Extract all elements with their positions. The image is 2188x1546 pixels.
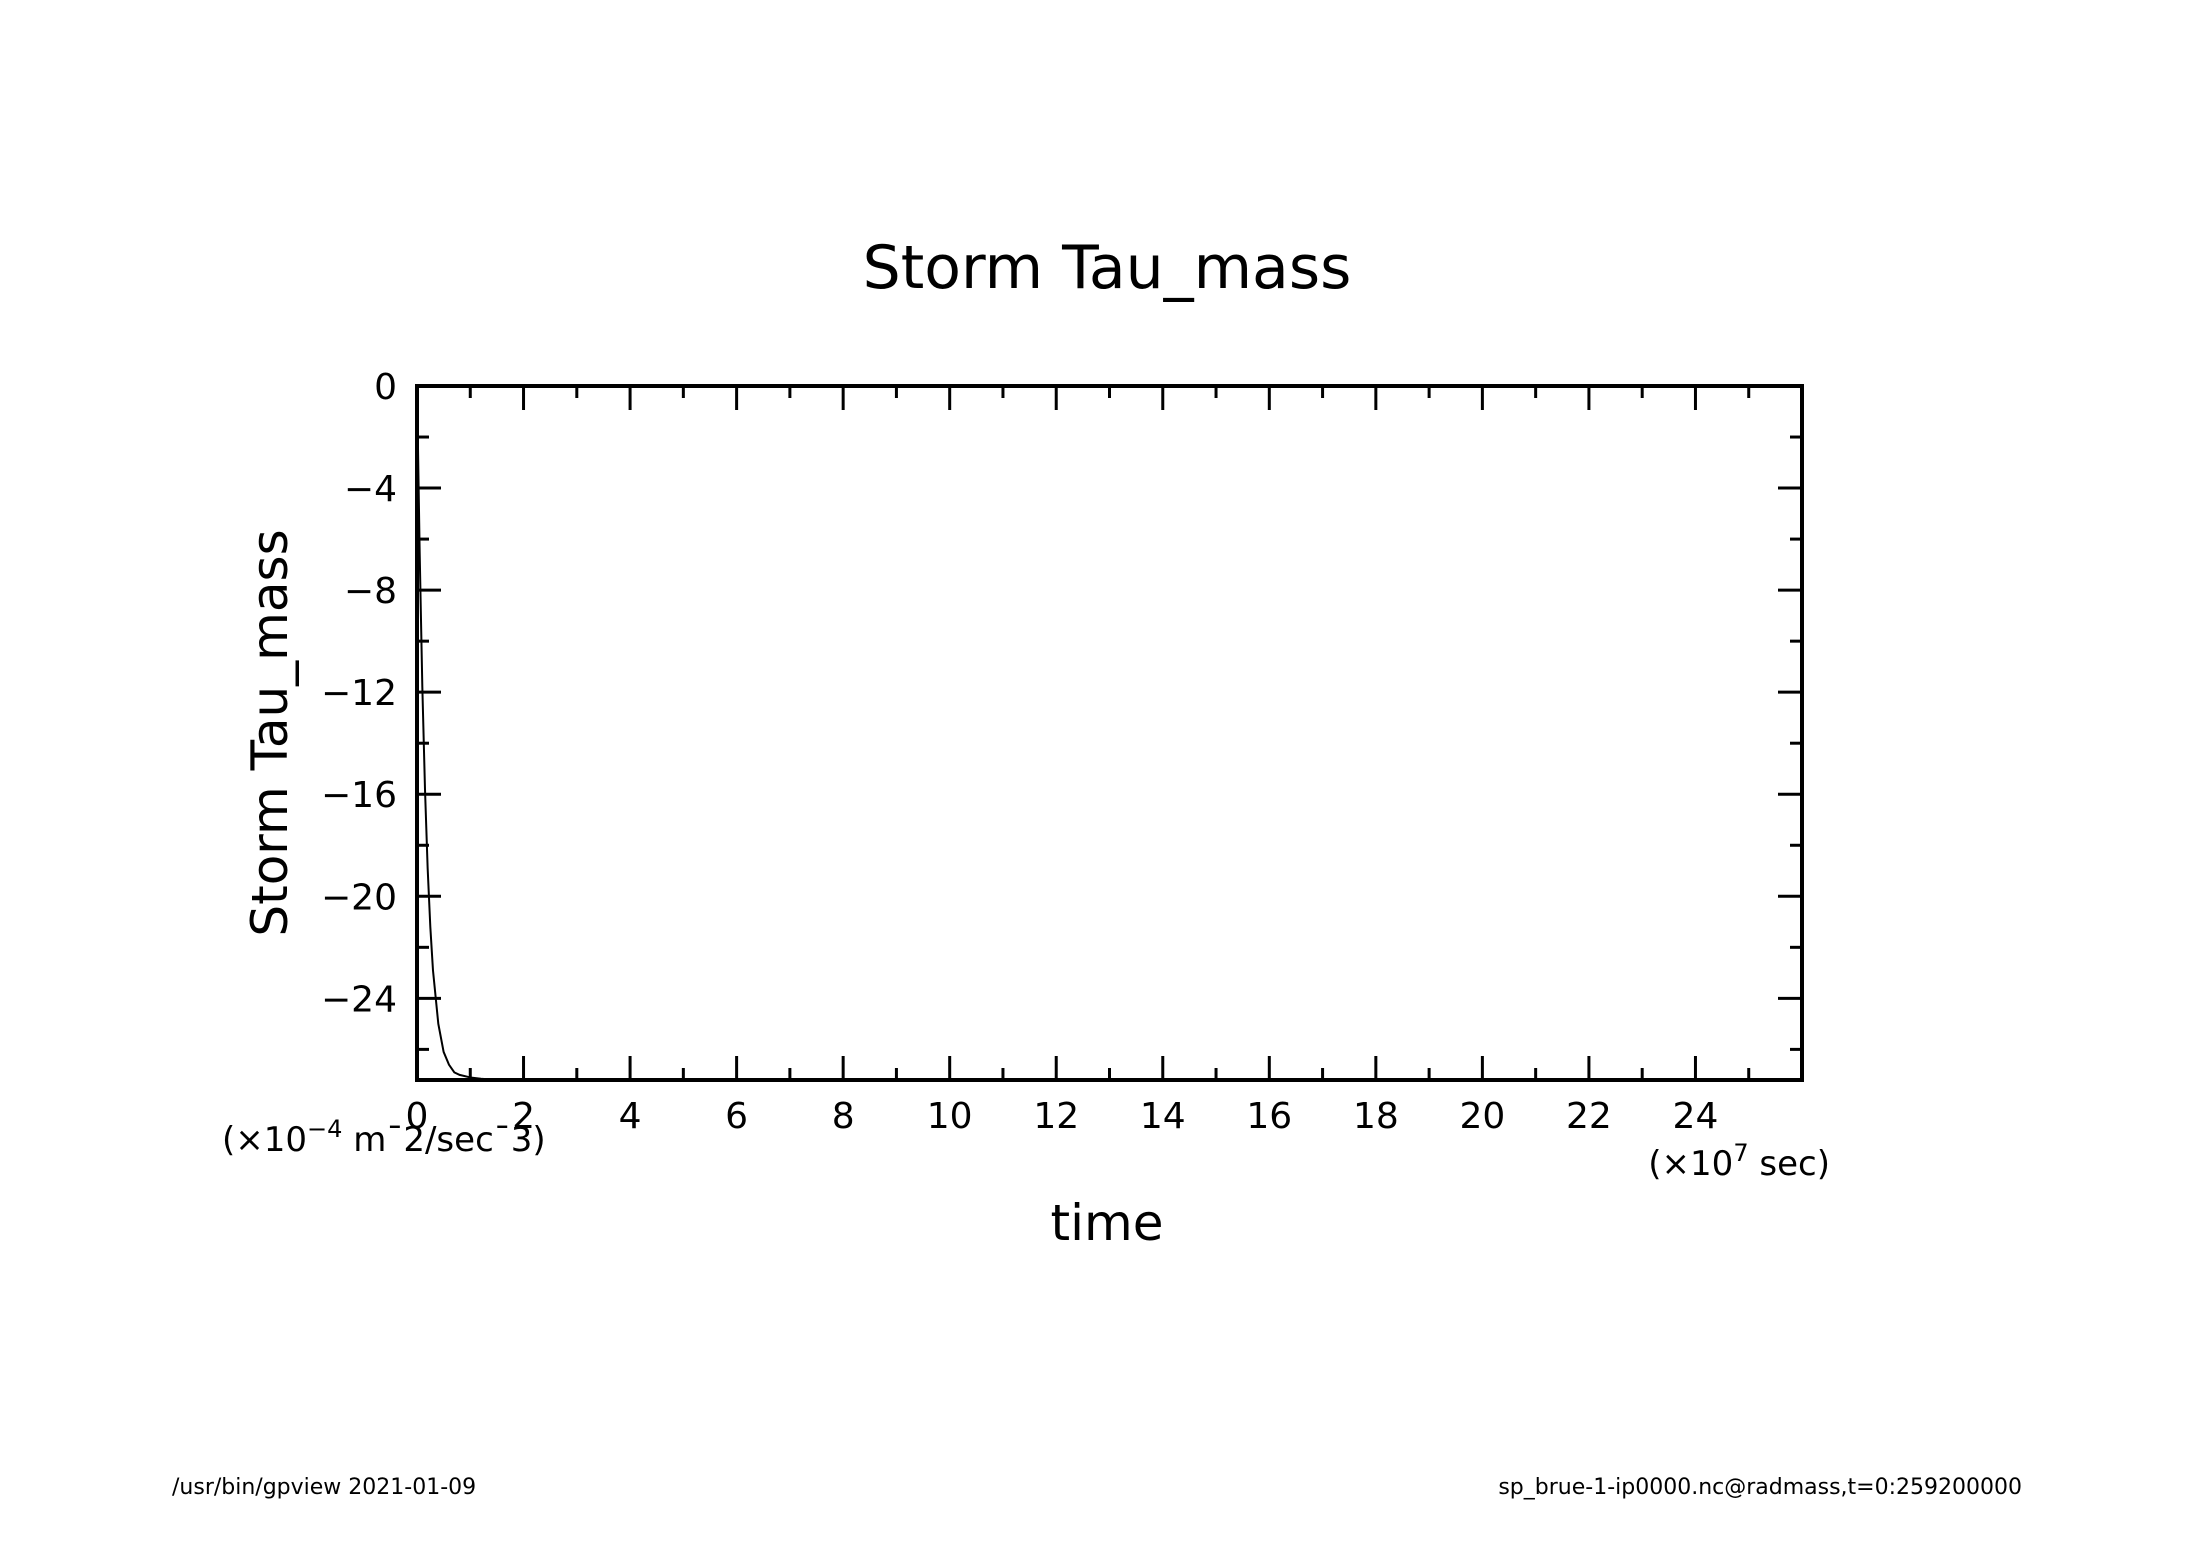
x-tick-label: 2 bbox=[512, 1096, 535, 1137]
x-unit-label: (×107 sec) bbox=[1648, 1139, 1830, 1184]
x-tick-label: 6 bbox=[725, 1096, 748, 1137]
y-tick-label: −24 bbox=[321, 979, 397, 1020]
y-tick-label: −8 bbox=[344, 571, 397, 612]
x-tick-label: 14 bbox=[1140, 1096, 1186, 1137]
y-tick-label: −4 bbox=[344, 469, 397, 510]
series-line bbox=[416, 385, 1802, 1081]
y-tick-label: −20 bbox=[321, 877, 397, 918]
y-axis-label: Storm Tau_mass bbox=[241, 529, 299, 936]
y-axis-ticks: 0 −4 −8 −12 −16 −20 −24 bbox=[321, 367, 1802, 1051]
x-tick-label: 18 bbox=[1353, 1096, 1399, 1137]
x-tick-label: 4 bbox=[619, 1096, 642, 1137]
footer-left: /usr/bin/gpview 2021-01-09 bbox=[172, 1475, 476, 1500]
plot-frame bbox=[415, 384, 1804, 1082]
x-tick-label: 12 bbox=[1033, 1096, 1079, 1137]
y-tick-label: −16 bbox=[321, 775, 397, 816]
x-tick-label: 0 bbox=[406, 1096, 429, 1137]
y-tick-label: −12 bbox=[321, 673, 397, 714]
x-tick-label: 16 bbox=[1246, 1096, 1292, 1137]
x-tick-label: 10 bbox=[927, 1096, 973, 1137]
y-tick-label: 0 bbox=[374, 367, 397, 408]
x-axis-label: time bbox=[1051, 1194, 1164, 1252]
x-tick-label: 24 bbox=[1673, 1096, 1719, 1137]
chart-title: Storm Tau_mass bbox=[863, 233, 1352, 303]
y-unit-label: (×10−4 m¯2/sec¯3) bbox=[222, 1115, 546, 1160]
x-axis-ticks: 0 2 4 6 8 10 12 14 16 18 20 22 24 bbox=[406, 386, 1804, 1137]
x-tick-label: 8 bbox=[832, 1096, 855, 1137]
x-tick-label: 22 bbox=[1566, 1096, 1612, 1137]
footer-right: sp_brue-1-ip0000.nc@radmass,t=0:25920000… bbox=[1498, 1475, 2022, 1500]
x-tick-label: 20 bbox=[1459, 1096, 1505, 1137]
